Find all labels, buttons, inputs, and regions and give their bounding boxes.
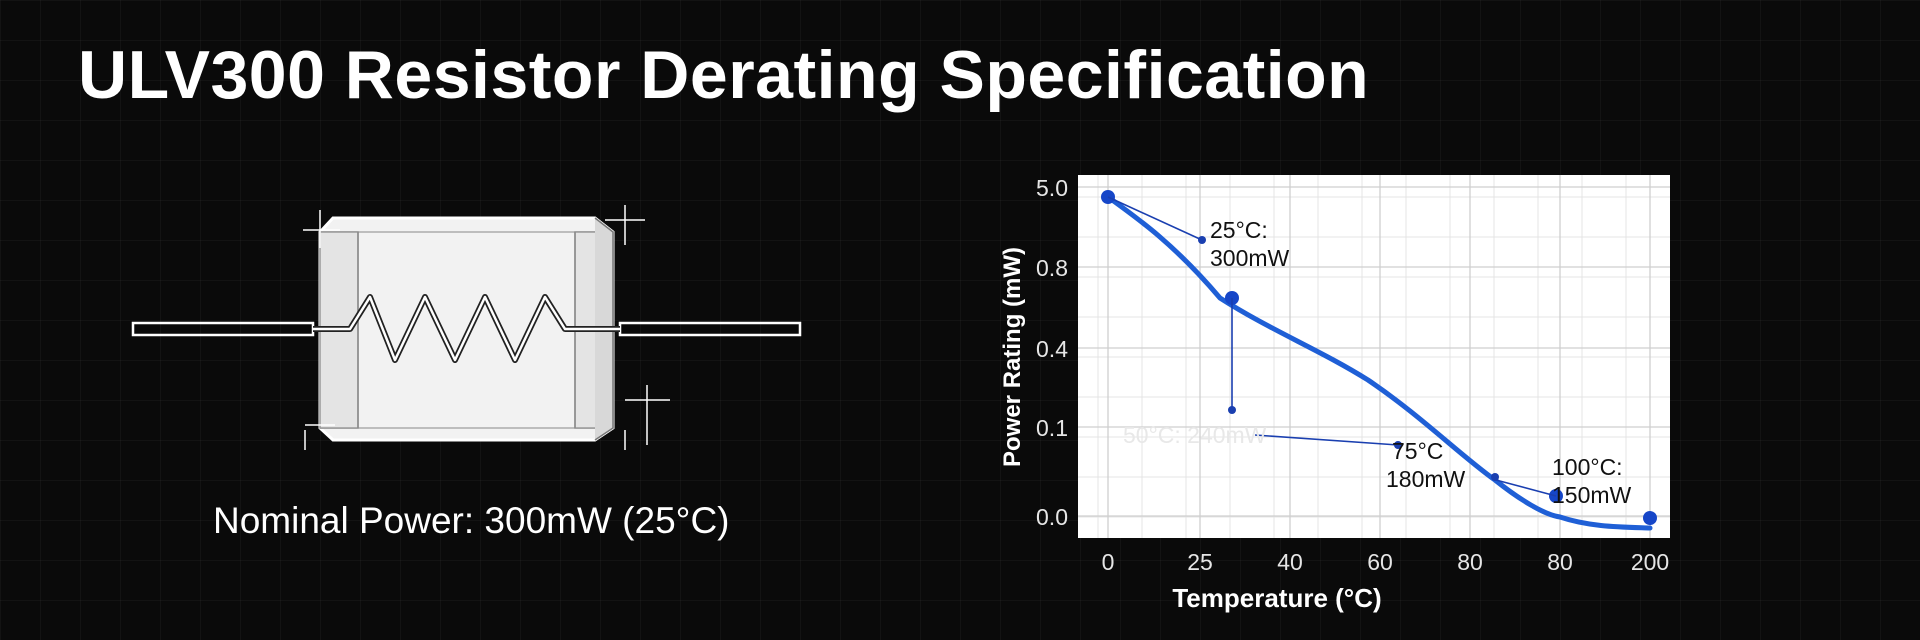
y-tick-label: 0.8: [1036, 255, 1068, 281]
derating-chart: 5.0 0.8 0.4 0.1 0.0 0 25 40 60 80 80 200 25°C: 300m…: [990, 165, 1710, 625]
x-tick-label: 60: [1367, 549, 1393, 575]
y-tick-label: 0.1: [1036, 415, 1068, 441]
nominal-power-label: Nominal Power: 300mW (25°C): [213, 500, 730, 542]
x-tick-labels: 0 25 40 60 80 80 200: [1102, 549, 1670, 575]
page-title: ULV300 Resistor Derating Specification: [78, 36, 1369, 114]
x-axis-label: Temperature (°C): [1172, 583, 1381, 613]
annotation-label: 180mW: [1386, 466, 1466, 492]
y-axis-label: Power Rating (mW): [999, 247, 1026, 467]
x-tick-label: 80: [1457, 549, 1483, 575]
x-tick-label: 0: [1102, 549, 1115, 575]
y-tick-labels: 5.0 0.8 0.4 0.1 0.0: [1036, 175, 1068, 530]
annotation-dot: [1198, 236, 1206, 244]
annotation-label: 50°C: 240mW: [1123, 422, 1267, 448]
x-tick-label: 25: [1187, 549, 1213, 575]
annotation-dot: [1491, 473, 1499, 481]
x-tick-label: 80: [1547, 549, 1573, 575]
resistor-lead-left: [133, 323, 313, 335]
data-point: [1101, 190, 1115, 204]
y-tick-label: 0.0: [1036, 504, 1068, 530]
y-tick-label: 5.0: [1036, 175, 1068, 201]
annotation-dot: [1228, 406, 1236, 414]
annotation-label: 150mW: [1552, 482, 1632, 508]
annotation-label: 100°C:: [1552, 454, 1623, 480]
data-point: [1643, 511, 1657, 525]
x-tick-label: 200: [1631, 549, 1669, 575]
annotation-label: 75°C: [1392, 438, 1443, 464]
resistor-diagram: [125, 200, 815, 460]
annotation-label: 25°C:: [1210, 217, 1268, 243]
resistor-lead-right: [620, 323, 800, 335]
y-tick-label: 0.4: [1036, 336, 1068, 362]
x-tick-label: 40: [1277, 549, 1303, 575]
annotation-label: 300mW: [1210, 245, 1290, 271]
